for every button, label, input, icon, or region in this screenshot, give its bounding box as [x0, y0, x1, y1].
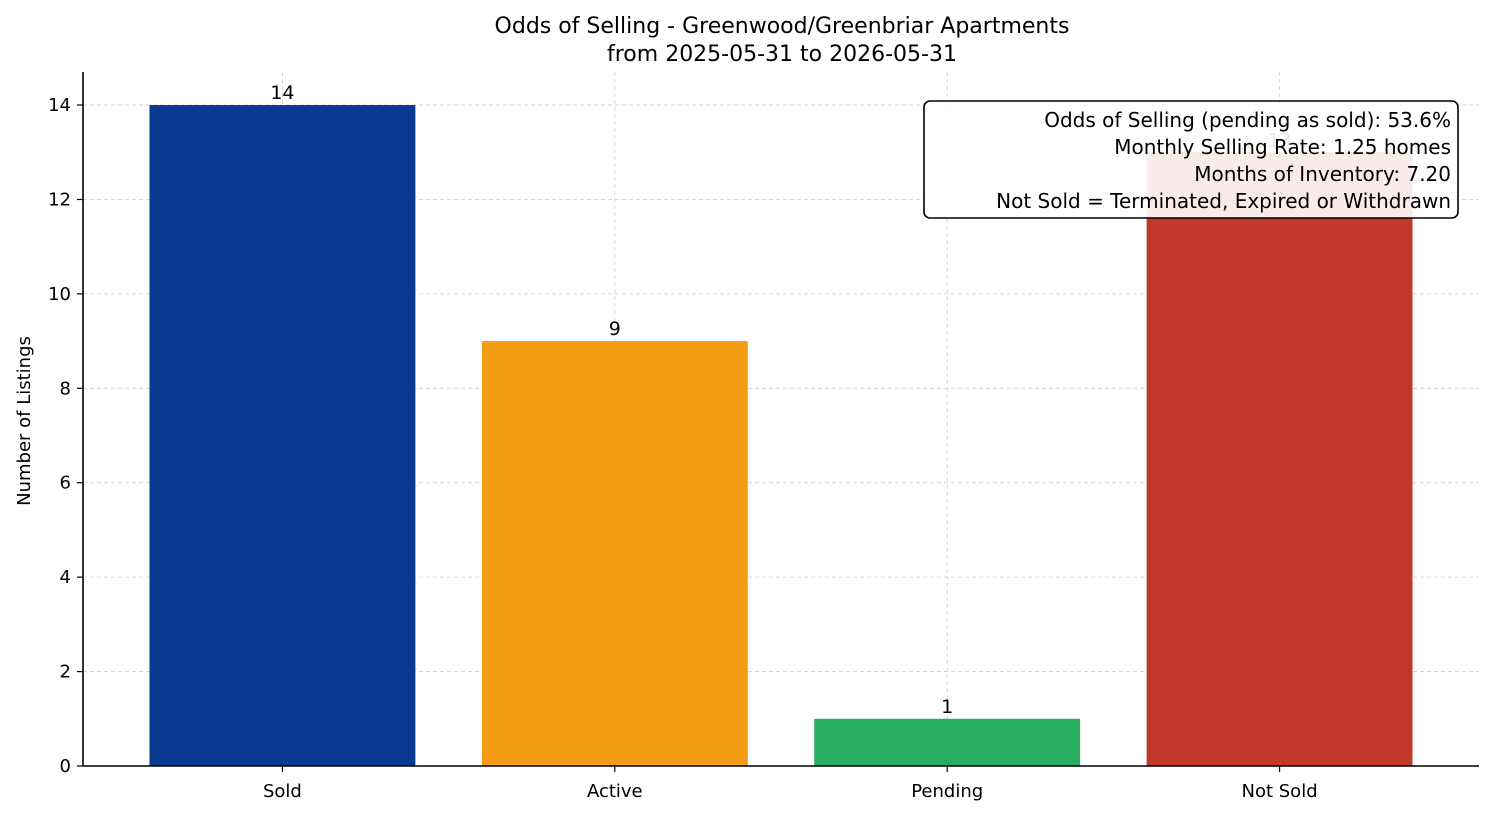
annotation-line: Months of Inventory: 7.20 — [1194, 162, 1451, 186]
x-tick-label: Sold — [263, 781, 302, 802]
bar-active — [481, 341, 748, 766]
data-label: 9 — [609, 318, 621, 340]
x-tick-label: Pending — [911, 781, 983, 802]
annotation-line: Odds of Selling (pending as sold): 53.6% — [1044, 108, 1451, 132]
data-label: 1 — [941, 696, 953, 718]
axes: 0 2 4 6 8 10 12 14 Sold Active Pending Not Sold — [48, 72, 1479, 802]
bar-pending — [814, 718, 1081, 766]
y-axis-label: Number of Listings — [14, 336, 35, 506]
bar-sold — [149, 105, 416, 767]
annotation-line: Monthly Selling Rate: 1.25 homes — [1114, 135, 1451, 159]
y-tick-label: 2 — [60, 662, 71, 683]
chart-subtitle: from 2025-05-31 to 2026-05-31 — [607, 42, 957, 67]
y-tick-label: 14 — [48, 95, 71, 116]
bar-not-sold — [1146, 152, 1413, 767]
annotation-line: Not Sold = Terminated, Expired or Withdr… — [996, 189, 1451, 213]
y-tick-label: 8 — [60, 378, 71, 399]
y-tick-label: 10 — [48, 284, 71, 305]
x-tick-label: Active — [587, 781, 643, 802]
bars — [149, 105, 1413, 767]
data-label: 14 — [270, 82, 294, 104]
chart-title: Odds of Selling - Greenwood/Greenbriar A… — [495, 14, 1070, 39]
y-tick-label: 12 — [48, 189, 71, 210]
y-tick-label: 0 — [60, 756, 71, 777]
y-tick-label: 4 — [60, 567, 71, 588]
x-tick-label: Not Sold — [1242, 781, 1318, 802]
annotation-box-frame — [923, 100, 1459, 219]
y-tick-label: 6 — [60, 473, 71, 494]
annotation-box: Odds of Selling (pending as sold): 53.6%… — [923, 100, 1459, 219]
